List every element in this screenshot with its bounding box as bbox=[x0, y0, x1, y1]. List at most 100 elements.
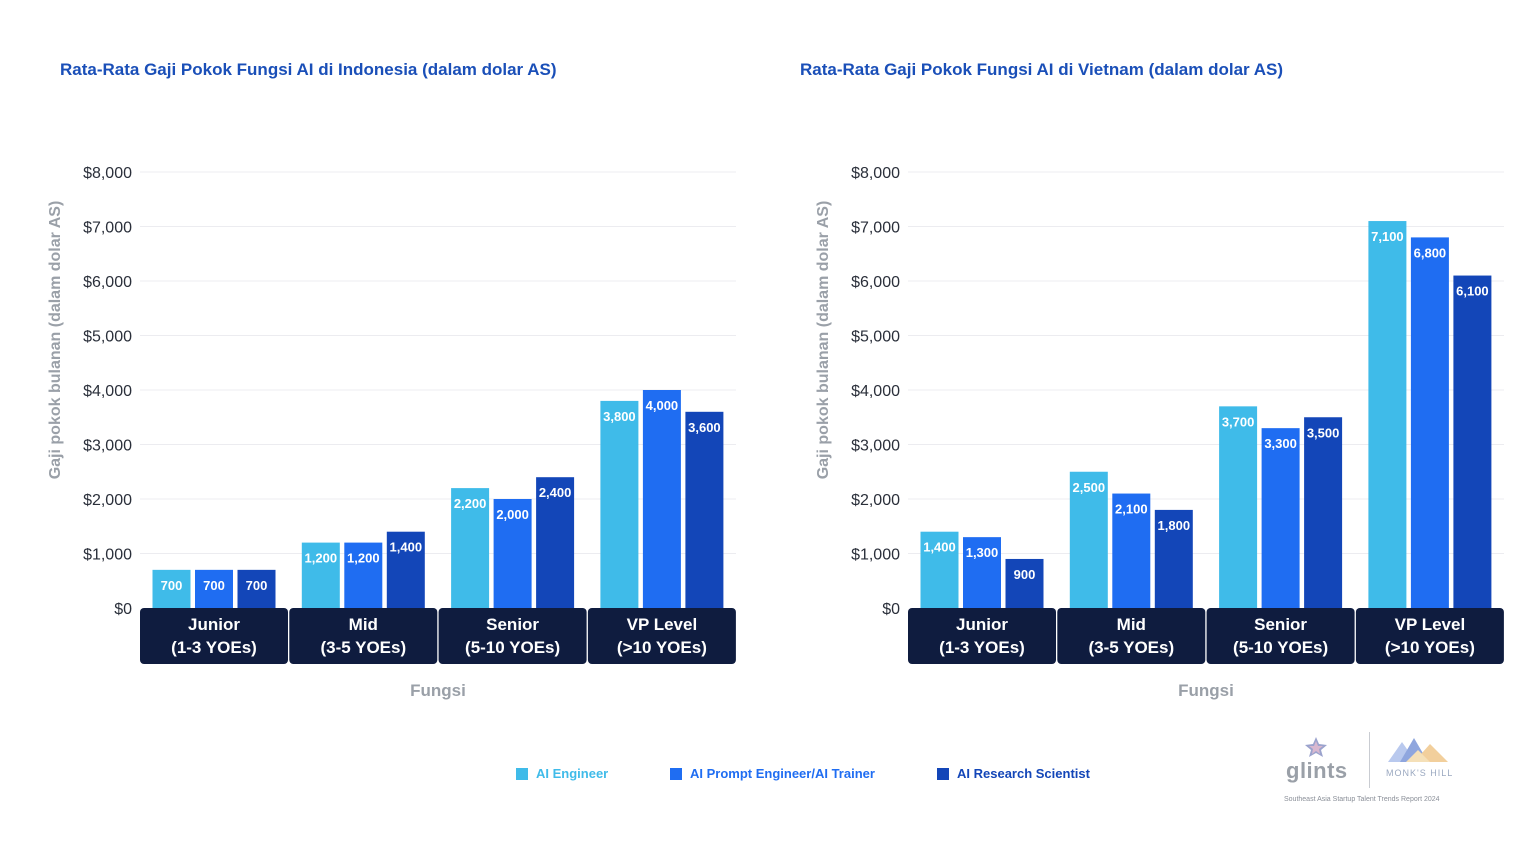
category-band bbox=[1355, 608, 1504, 664]
category-band bbox=[587, 608, 736, 664]
bar bbox=[1453, 275, 1492, 608]
legend-item-ai-research-scientist: AI Research Scientist bbox=[937, 766, 1090, 781]
category-sublabel: (>10 YOEs) bbox=[617, 638, 707, 657]
bar-value-label: 700 bbox=[246, 578, 268, 593]
bar-value-label: 4,000 bbox=[646, 398, 679, 413]
bar-value-label: 1,800 bbox=[1158, 518, 1191, 533]
y-tick-label: $0 bbox=[114, 601, 132, 618]
y-tick-label: $1,000 bbox=[851, 547, 900, 564]
legend-swatch-ai-research-scientist bbox=[937, 767, 949, 780]
bar-value-label: 1,400 bbox=[923, 540, 956, 555]
y-tick-label: $8,000 bbox=[851, 165, 900, 182]
category-sublabel: (5-10 YOEs) bbox=[465, 638, 560, 657]
bar-value-label: 2,200 bbox=[454, 496, 487, 511]
category-sublabel: (3-5 YOEs) bbox=[1088, 638, 1174, 657]
y-tick-label: $3,000 bbox=[851, 438, 900, 455]
bar bbox=[152, 569, 191, 608]
y-tick-label: $7,000 bbox=[83, 220, 132, 237]
bar bbox=[1261, 428, 1300, 608]
bar-value-label: 3,800 bbox=[603, 409, 636, 424]
y-tick-label: $7,000 bbox=[851, 220, 900, 237]
logo-divider bbox=[1369, 732, 1370, 788]
bar-value-label: 900 bbox=[1014, 567, 1036, 582]
category-label: Senior bbox=[486, 615, 539, 634]
bar-value-label: 3,700 bbox=[1222, 414, 1255, 429]
y-tick-label: $6,000 bbox=[851, 274, 900, 291]
y-tick-label: $6,000 bbox=[83, 274, 132, 291]
bar bbox=[344, 542, 383, 608]
report-caption: Southeast Asia Startup Talent Trends Rep… bbox=[1284, 796, 1440, 803]
category-sublabel: (5-10 YOEs) bbox=[1233, 638, 1328, 657]
x-axis-title: Fungsi bbox=[410, 681, 466, 700]
bar bbox=[195, 569, 233, 608]
bar bbox=[642, 390, 681, 608]
category-label: Mid bbox=[1117, 615, 1146, 634]
bar-value-label: 700 bbox=[203, 578, 225, 593]
bar bbox=[386, 531, 425, 608]
bar-value-label: 700 bbox=[161, 578, 183, 593]
bar-value-label: 1,200 bbox=[305, 551, 338, 566]
bar-value-label: 2,100 bbox=[1115, 502, 1148, 517]
glints-logo-text: glints bbox=[1286, 758, 1348, 783]
bar-value-label: 2,500 bbox=[1073, 480, 1106, 495]
bar-value-label: 3,300 bbox=[1264, 436, 1297, 451]
bar bbox=[920, 531, 959, 608]
legend: AI Engineer AI Prompt Engineer/AI Traine… bbox=[0, 766, 1536, 786]
y-tick-label: $2,000 bbox=[83, 492, 132, 509]
partner-logos: glints MONK'S HILL Southeast Asia Startu… bbox=[1282, 730, 1462, 810]
bar-value-label: 6,100 bbox=[1456, 284, 1489, 299]
bar-value-label: 3,500 bbox=[1307, 425, 1340, 440]
monks-hill-logo-text: MONK'S HILL bbox=[1386, 768, 1454, 778]
bar-value-label: 1,300 bbox=[966, 545, 999, 560]
category-sublabel: (>10 YOEs) bbox=[1385, 638, 1475, 657]
category-band bbox=[289, 608, 438, 664]
legend-label-ai-prompt-engineer: AI Prompt Engineer/AI Trainer bbox=[690, 766, 875, 781]
bar-value-label: 7,100 bbox=[1371, 229, 1404, 244]
bar bbox=[301, 542, 340, 608]
bar bbox=[1069, 471, 1108, 608]
y-axis-title: Gaji pokok bulanan (dalam dolar AS) bbox=[815, 201, 832, 480]
y-tick-label: $8,000 bbox=[83, 165, 132, 182]
category-band bbox=[1057, 608, 1206, 664]
glints-star-icon bbox=[1305, 737, 1327, 757]
category-label: Senior bbox=[1254, 615, 1307, 634]
legend-item-ai-engineer: AI Engineer bbox=[516, 766, 608, 781]
y-tick-label: $1,000 bbox=[83, 547, 132, 564]
y-tick-label: $0 bbox=[882, 601, 900, 618]
legend-item-ai-prompt-engineer: AI Prompt Engineer/AI Trainer bbox=[670, 766, 875, 781]
bar bbox=[451, 488, 490, 608]
chart-title-vietnam: Rata-Rata Gaji Pokok Fungsi AI di Vietna… bbox=[800, 60, 1284, 79]
bar bbox=[1154, 509, 1193, 608]
category-sublabel: (1-3 YOEs) bbox=[939, 638, 1025, 657]
y-tick-label: $4,000 bbox=[83, 383, 132, 400]
bar bbox=[1304, 417, 1343, 608]
bar-value-label: 3,600 bbox=[688, 420, 721, 435]
bar bbox=[600, 400, 639, 608]
category-label: Junior bbox=[956, 615, 1008, 634]
chart-vietnam: $0 $1,000 $2,000 $3,000 $4,000 $5,000 $6,000 $7… bbox=[815, 165, 1504, 700]
bar bbox=[1410, 237, 1449, 608]
bar bbox=[1368, 221, 1407, 609]
category-label: Junior bbox=[188, 615, 240, 634]
category-sublabel: (1-3 YOEs) bbox=[171, 638, 257, 657]
y-axis-title: Gaji pokok bulanan (dalam dolar AS) bbox=[47, 201, 64, 480]
y-tick-label: $4,000 bbox=[851, 383, 900, 400]
y-tick-label: $5,000 bbox=[851, 329, 900, 346]
bar-value-label: 6,800 bbox=[1414, 245, 1447, 260]
bar-value-label: 2,400 bbox=[539, 485, 572, 500]
bar-value-label: 1,200 bbox=[347, 551, 380, 566]
category-label: Mid bbox=[349, 615, 378, 634]
category-band bbox=[438, 608, 587, 664]
category-label: VP Level bbox=[627, 615, 698, 634]
category-label: VP Level bbox=[1395, 615, 1466, 634]
bar bbox=[1219, 406, 1258, 608]
y-tick-label: $2,000 bbox=[851, 492, 900, 509]
y-tick-label: $5,000 bbox=[83, 329, 132, 346]
chart-indonesia: $0 $1,000 $2,000 $3,000 $4,000 $5,000 $6,000 $7… bbox=[47, 165, 736, 700]
x-axis-title: Fungsi bbox=[1178, 681, 1234, 700]
category-band bbox=[140, 608, 288, 664]
category-band bbox=[1206, 608, 1355, 664]
legend-label-ai-research-scientist: AI Research Scientist bbox=[957, 766, 1090, 781]
bar-value-label: 2,000 bbox=[496, 507, 529, 522]
